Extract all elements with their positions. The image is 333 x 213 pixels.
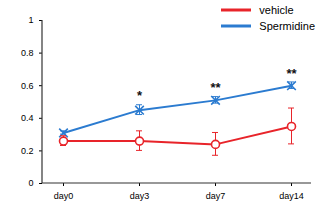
- svg-text:**: **: [286, 66, 297, 81]
- svg-text:day3: day3: [130, 191, 150, 201]
- svg-text:**: **: [210, 80, 221, 95]
- svg-text:0.6: 0.6: [21, 81, 34, 91]
- svg-text:day7: day7: [206, 191, 226, 201]
- svg-text:1: 1: [28, 15, 33, 25]
- svg-text:0.2: 0.2: [21, 146, 34, 156]
- svg-text:day14: day14: [279, 191, 304, 201]
- svg-text:0.8: 0.8: [21, 48, 34, 58]
- svg-text:*: *: [137, 88, 143, 103]
- html-text:Spermidine: Spermidine: [259, 20, 315, 32]
- html-text:vehicle: vehicle: [259, 4, 294, 16]
- svg-text:0: 0: [28, 178, 33, 188]
- svg-text:0.4: 0.4: [21, 113, 34, 123]
- svg-text:day0: day0: [54, 191, 74, 201]
